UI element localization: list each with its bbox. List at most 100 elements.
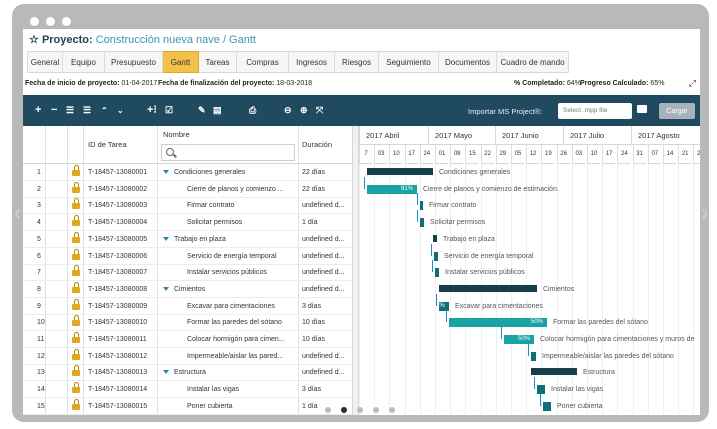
gantt-bar[interactable]	[537, 385, 545, 395]
lock-icon[interactable]	[72, 382, 80, 394]
tab-equipo[interactable]: Equipo	[63, 51, 105, 73]
table-row[interactable]: 14 T-18457-13080014 Instalar las vigas 3 dí…	[23, 381, 352, 399]
gantt-bar[interactable]	[367, 184, 417, 194]
tab-tareas[interactable]: Tareas	[199, 51, 237, 73]
table-row[interactable]: 9 T-18457-13080009 Excavar para cimentacio…	[23, 298, 352, 315]
task-name[interactable]: Servicio de energía temporal	[187, 252, 277, 260]
carousel-dot[interactable]	[373, 407, 379, 413]
gantt-bar[interactable]	[531, 351, 536, 361]
lock-icon[interactable]	[72, 348, 80, 360]
lock-icon[interactable]	[72, 215, 80, 227]
table-row[interactable]: 7 T-18457-13080007 Instalar servicios públ…	[23, 264, 352, 282]
tab-presupuesto[interactable]: Presupuesto	[105, 51, 163, 73]
gantt-bar[interactable]	[543, 401, 551, 411]
gantt-bar[interactable]	[367, 168, 433, 175]
table-row[interactable]: 4 T-18457-13080004 Solicitar permisos 1 día	[23, 214, 352, 232]
chevron-left-icon[interactable]: ‹	[14, 200, 22, 225]
tab-riesgos[interactable]: Riesgos	[335, 51, 379, 73]
zoom-out-icon[interactable]: ⊖	[284, 105, 292, 115]
column-header-name[interactable]: Nombre	[163, 130, 190, 139]
tab-compras[interactable]: Compras	[237, 51, 289, 73]
tab-general[interactable]: General	[27, 51, 63, 73]
carousel-dot[interactable]	[389, 407, 395, 413]
table-row[interactable]: 10 T-18457-13080010 Formar las paredes del…	[23, 314, 352, 332]
mpp-file-input[interactable]: Select .mpp file	[558, 103, 632, 119]
task-name[interactable]: Cimientos	[174, 285, 206, 293]
gantt-bar[interactable]	[449, 318, 547, 328]
gantt-bar[interactable]	[504, 335, 534, 344]
gantt-bar[interactable]	[439, 301, 449, 311]
add-subtask-icon[interactable]: +⁝	[147, 104, 157, 116]
table-row[interactable]: 6 T-18457-13080006 Servicio de energía tem…	[23, 248, 352, 265]
lock-icon[interactable]	[72, 281, 80, 293]
task-name[interactable]: Solicitar permisos	[187, 219, 243, 227]
column-header-id[interactable]: ID de Tarea	[88, 140, 127, 149]
carousel-dot-active[interactable]	[341, 407, 347, 413]
task-name[interactable]: Cierre de planos y comienzo ...	[187, 185, 284, 193]
gantt-bar[interactable]	[420, 201, 423, 211]
zoom-in-icon[interactable]: ⊕	[300, 105, 308, 115]
task-name[interactable]: Firmar contrato	[187, 202, 235, 210]
outdent-icon[interactable]: ☰	[83, 105, 92, 115]
chevron-down-icon[interactable]	[163, 236, 169, 241]
column-header-duration[interactable]: Duración	[302, 140, 333, 149]
table-row[interactable]: 15 T-18457-13080015 Poner cubierta 1 día	[23, 398, 352, 415]
table-row[interactable]: 12 T-18457-13080012 Impermeable/aislar las…	[23, 348, 352, 365]
table-row[interactable]: 11 T-18457-13080011 Colocar hormigón para …	[23, 331, 352, 348]
task-name[interactable]: Excavar para cimentaciones	[187, 302, 275, 310]
tab-documentos[interactable]: Documentos	[439, 51, 497, 73]
tab-cuadro-de-mando[interactable]: Cuadro de mando	[497, 51, 569, 73]
checklist-icon[interactable]: ☑	[165, 105, 174, 115]
chevron-down-icon[interactable]	[163, 170, 169, 174]
grid-splitter[interactable]	[352, 126, 359, 415]
lock-icon[interactable]	[72, 332, 80, 343]
lock-icon[interactable]	[72, 398, 80, 410]
gantt-bar[interactable]	[439, 284, 537, 292]
task-name[interactable]: Trabajo en plaza	[174, 235, 226, 243]
table-row[interactable]: 13 T-18457-13080013 Estructura undefined d.…	[23, 364, 352, 382]
task-name[interactable]: Estructura	[174, 369, 206, 377]
lock-icon[interactable]	[72, 265, 80, 277]
lock-icon[interactable]	[72, 198, 80, 210]
chevron-down-icon[interactable]	[163, 286, 169, 291]
minus-icon[interactable]: −	[51, 104, 58, 116]
task-name[interactable]: Formar las paredes del sótano	[187, 319, 282, 327]
task-name[interactable]: Impermeable/aislar las pared...	[187, 352, 284, 360]
table-row[interactable]: 5 T-18457-13080005 Trabajo en plaza undefin…	[23, 231, 352, 248]
folder-icon[interactable]	[637, 105, 647, 113]
lock-icon[interactable]	[72, 231, 80, 243]
table-row[interactable]: 3 T-18457-13080003 Firmar contrato undefine…	[23, 197, 352, 215]
edit-icon[interactable]: ✎	[198, 105, 206, 115]
fit-icon[interactable]: ⤧	[316, 105, 324, 115]
indent-icon[interactable]: ☰	[66, 105, 75, 115]
task-name[interactable]: Instalar las vigas	[187, 386, 240, 394]
table-row[interactable]: 8 T-18457-13080008 Cimientos undefined d...	[23, 281, 352, 298]
gantt-bar[interactable]	[433, 234, 437, 242]
gantt-bar[interactable]	[435, 268, 439, 278]
chevron-right-icon[interactable]: ›	[701, 200, 709, 225]
carousel-dot[interactable]	[325, 407, 331, 413]
lock-icon[interactable]	[72, 365, 80, 377]
expand-icon[interactable]: ⤢	[688, 78, 696, 88]
gantt-bar[interactable]	[434, 251, 438, 261]
lock-icon[interactable]	[72, 181, 80, 193]
table-row[interactable]: 1 T-18457-13080001 Condiciones generales 22…	[23, 164, 352, 181]
lock-icon[interactable]	[72, 298, 80, 310]
move-down-icon[interactable]: ⌄	[117, 106, 124, 115]
gantt-bar[interactable]	[531, 368, 577, 376]
task-name[interactable]: Colocar hormigón para cimen...	[187, 336, 285, 343]
move-up-icon[interactable]: ⌃	[101, 106, 108, 115]
print-icon[interactable]: ⎙	[249, 105, 257, 115]
gantt-bar[interactable]	[420, 218, 424, 228]
task-name[interactable]: Instalar servicios públicos	[187, 269, 267, 277]
chevron-down-icon[interactable]	[163, 370, 169, 375]
name-search-input[interactable]	[161, 144, 295, 161]
tab-seguimiento[interactable]: Seguimiento	[379, 51, 439, 73]
task-name[interactable]: Poner cubierta	[187, 402, 233, 410]
tab-gantt[interactable]: Gantt	[163, 51, 199, 73]
table-row[interactable]: 2 T-18457-13080002 Cierre de planos y comi…	[23, 181, 352, 198]
plus-icon[interactable]: +	[35, 104, 42, 116]
lock-icon[interactable]	[72, 165, 80, 176]
tab-ingresos[interactable]: Ingresos	[289, 51, 335, 73]
project-name[interactable]: Construcción nueva nave / Gantt	[95, 34, 256, 46]
